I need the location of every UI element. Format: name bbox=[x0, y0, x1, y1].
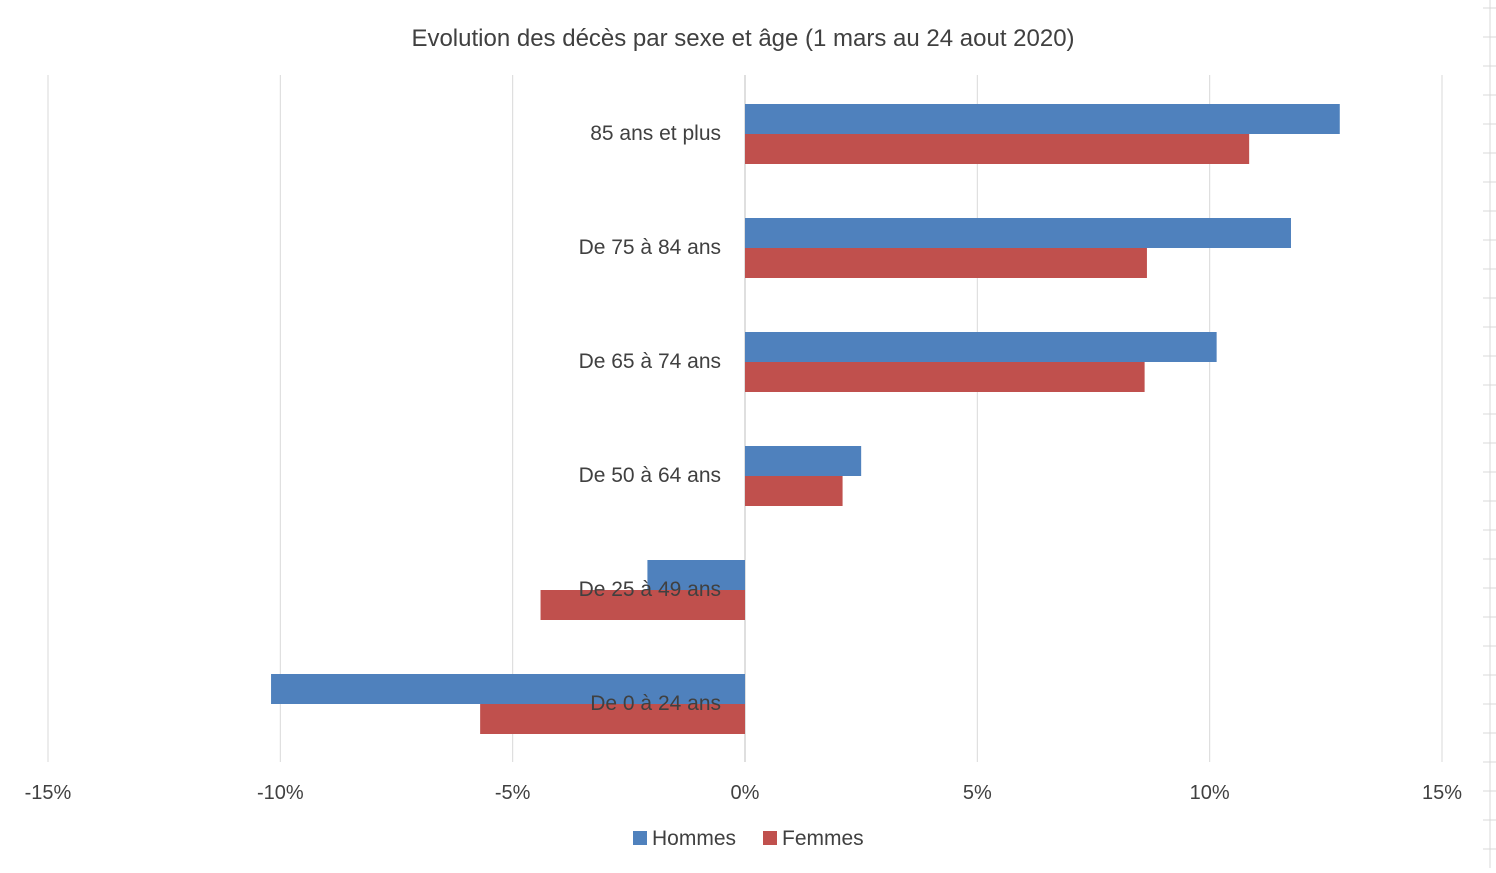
bar-femmes bbox=[745, 248, 1147, 278]
bar-femmes bbox=[745, 134, 1250, 164]
legend: Hommes Femmes bbox=[633, 827, 864, 850]
x-tick-label: -10% bbox=[257, 782, 304, 804]
bar-hommes bbox=[271, 674, 745, 704]
legend-swatch-hommes bbox=[633, 831, 647, 845]
chart-title: Evolution des décès par sexe et âge (1 m… bbox=[411, 25, 1074, 52]
bar-femmes bbox=[540, 590, 745, 620]
category-labels: 85 ans et plus De 75 à 84 ans De 65 à 74 a… bbox=[579, 122, 721, 715]
category-label: De 50 à 64 ans bbox=[579, 464, 721, 487]
bar-femmes bbox=[480, 704, 745, 734]
legend-label-femmes: Femmes bbox=[782, 827, 864, 850]
legend-label-hommes: Hommes bbox=[652, 827, 736, 850]
x-tick-label: -5% bbox=[495, 782, 531, 804]
x-tick-label: 15% bbox=[1422, 782, 1462, 804]
x-tick-label: 0% bbox=[731, 782, 760, 804]
bar-hommes bbox=[745, 332, 1217, 362]
bar-hommes bbox=[745, 218, 1291, 248]
gridlines bbox=[47, 75, 1443, 762]
category-label: De 25 à 49 ans bbox=[579, 578, 721, 601]
bar-femmes bbox=[745, 362, 1145, 392]
bar-hommes bbox=[647, 560, 745, 590]
bar-femmes bbox=[745, 476, 843, 506]
x-tick-label: 10% bbox=[1190, 782, 1230, 804]
category-label: De 0 à 24 ans bbox=[590, 692, 721, 715]
x-tick-label: -15% bbox=[25, 782, 72, 804]
x-tick-label: 5% bbox=[963, 782, 992, 804]
bar-hommes bbox=[745, 104, 1340, 134]
category-label: De 65 à 74 ans bbox=[579, 350, 721, 373]
x-tick-labels: -15% -10% -5% 0% 5% 10% 15% bbox=[25, 782, 1463, 804]
legend-swatch-femmes bbox=[763, 831, 777, 845]
spreadsheet-edge bbox=[1483, 0, 1496, 868]
category-label: 85 ans et plus bbox=[590, 122, 721, 145]
bars bbox=[271, 104, 1340, 734]
category-label: De 75 à 84 ans bbox=[579, 236, 721, 259]
bar-hommes bbox=[745, 446, 862, 476]
